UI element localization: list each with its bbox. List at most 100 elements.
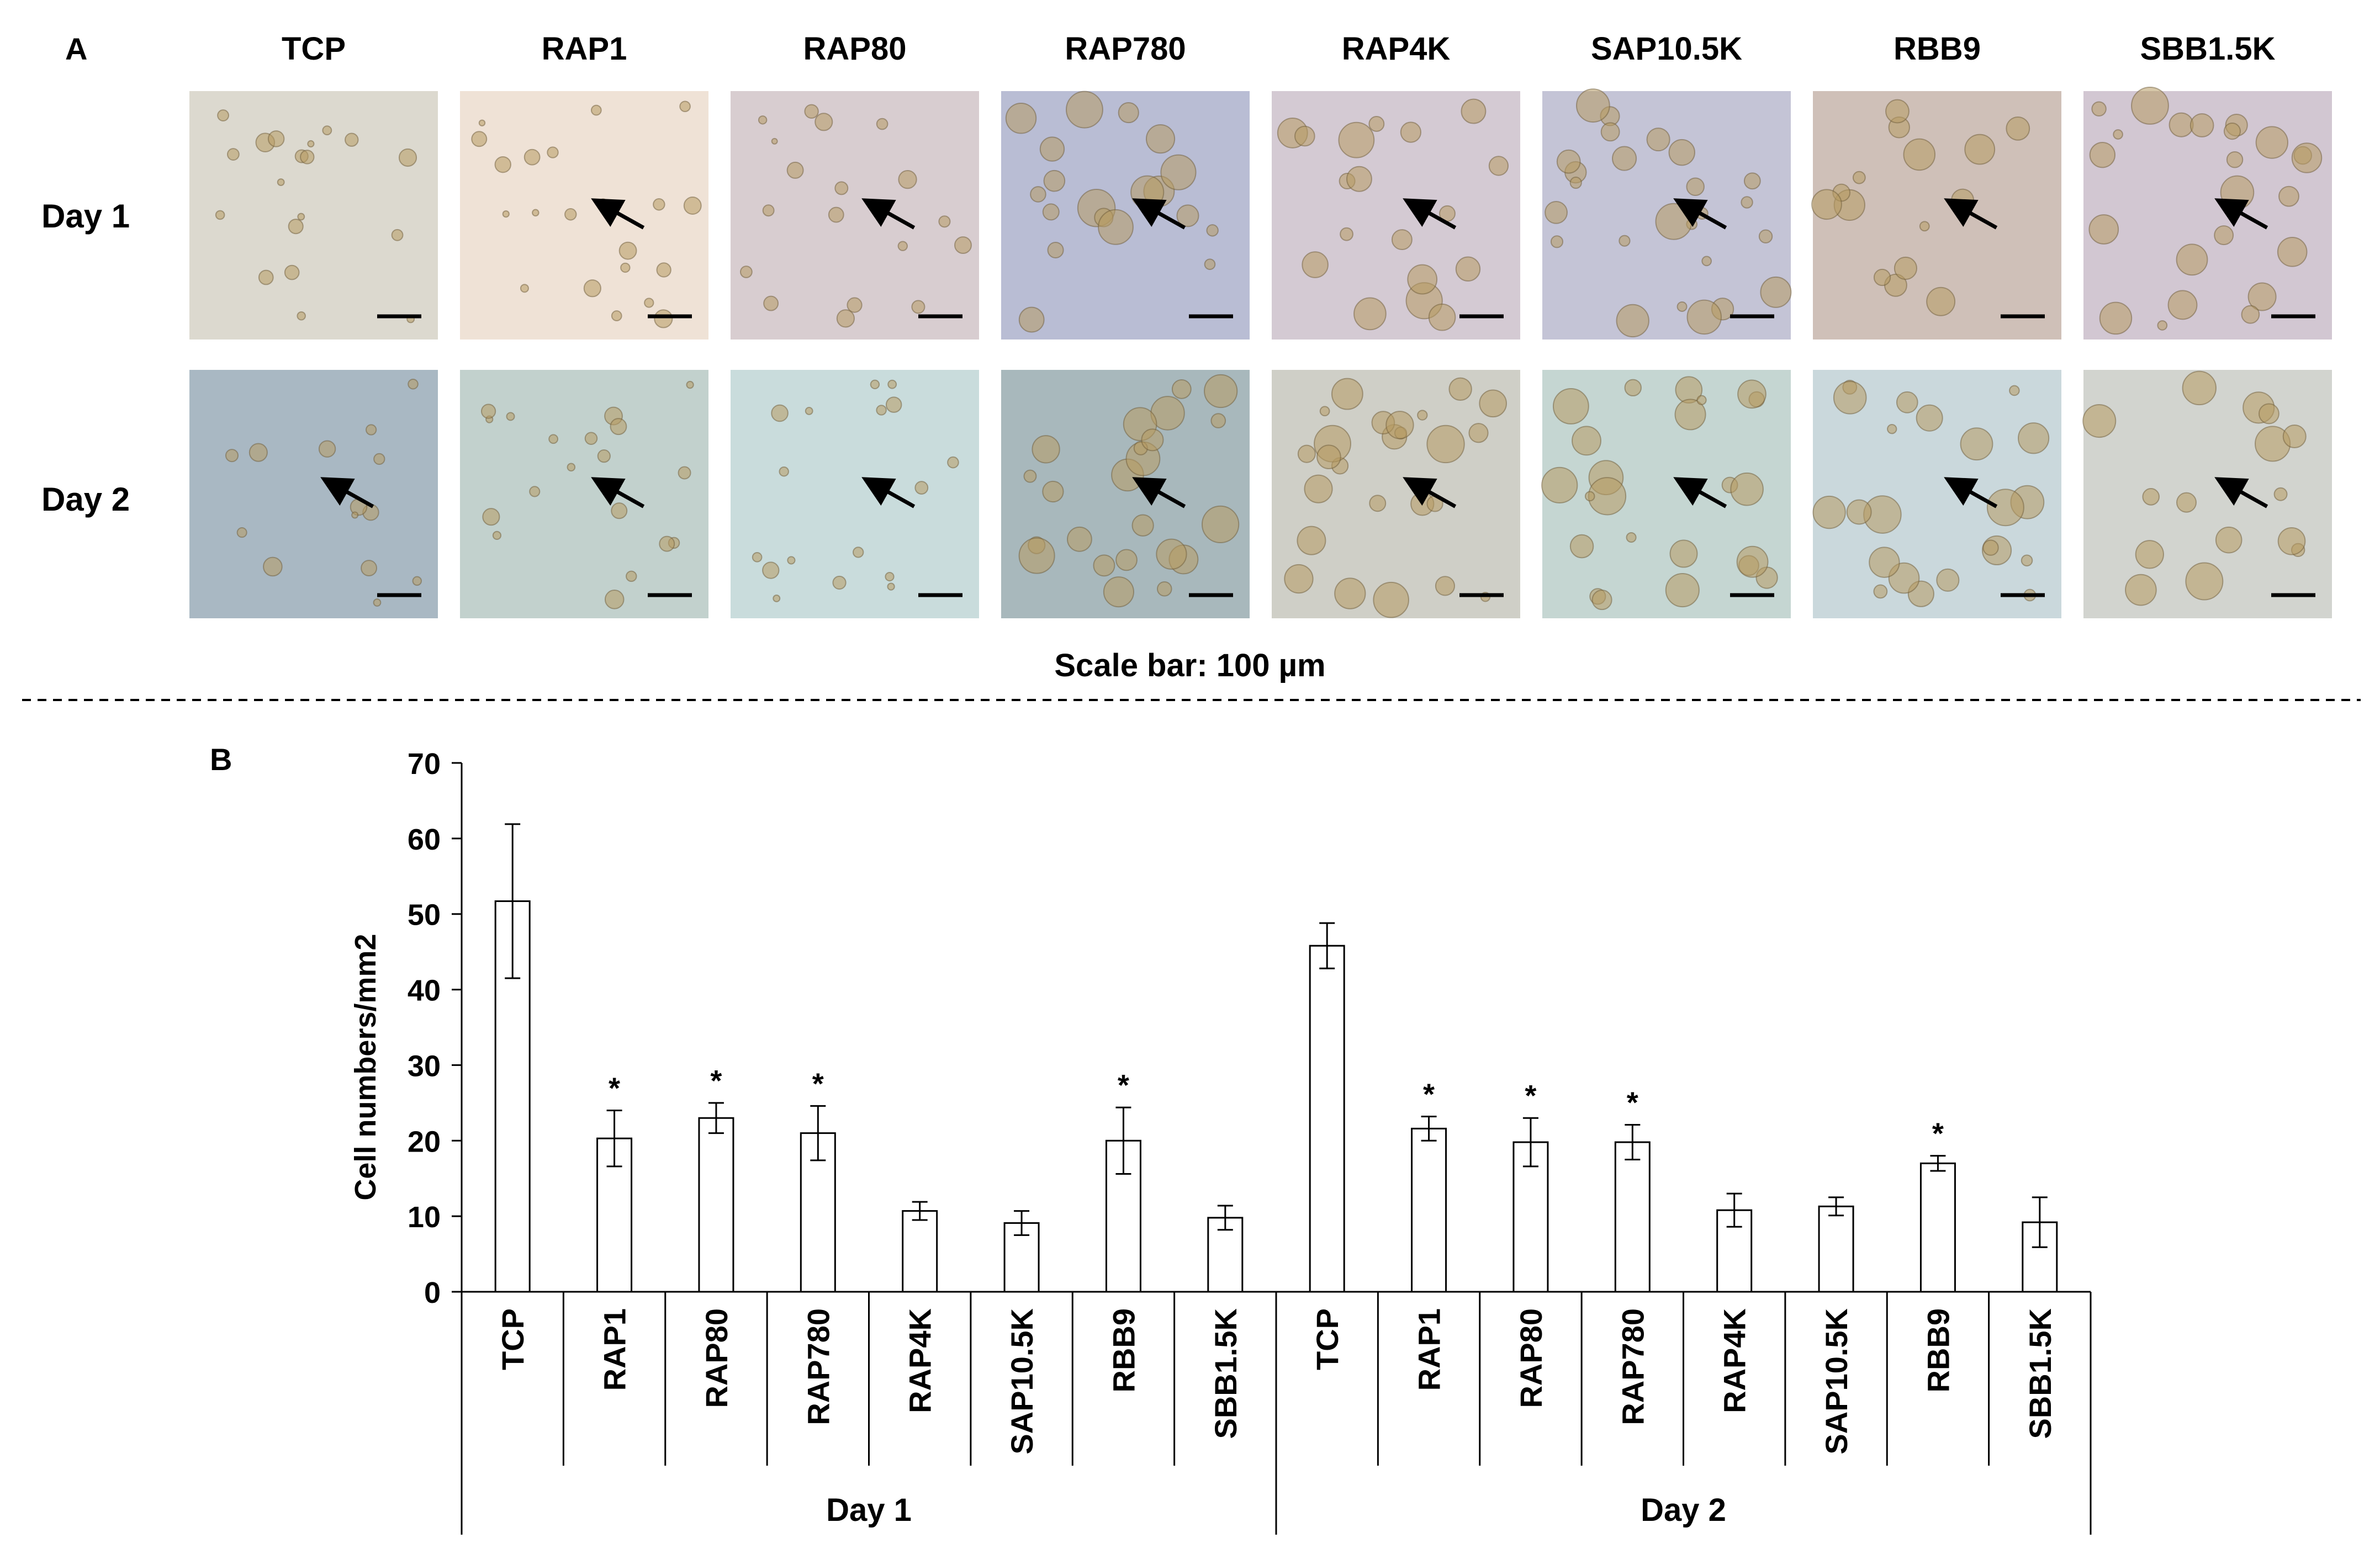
cell-cluster [1156, 538, 1187, 570]
significance-marker: * [1118, 1069, 1129, 1102]
significance-marker: * [1932, 1117, 1944, 1150]
x-tick-label: RAP4K [903, 1308, 938, 1413]
cell-cluster [1204, 258, 1216, 271]
cell-cluster [786, 161, 804, 179]
cell-cluster [828, 206, 844, 223]
cell-cluster [1665, 572, 1700, 608]
cell-cluster [610, 418, 627, 436]
micrograph-background [731, 370, 979, 618]
cell-cluster [1171, 379, 1192, 399]
micrograph-image [731, 91, 979, 340]
cell-cluster [478, 119, 486, 126]
cell-cluster [2009, 385, 2020, 396]
x-tick-label: SBB1.5K [1208, 1308, 1243, 1439]
cell-cluster [502, 210, 510, 218]
cell-cluster [2189, 113, 2214, 137]
cell-cluster [604, 590, 625, 609]
cell-cluster [1407, 264, 1438, 295]
cell-cluster [897, 241, 908, 251]
cell-cluster [471, 131, 488, 147]
cell-cluster [1131, 514, 1154, 537]
cell-cluster [1903, 138, 1936, 171]
x-tick-label: RAP1 [1412, 1308, 1447, 1391]
cell-cluster [480, 404, 496, 419]
cell-cluster [2089, 141, 2116, 168]
cell-cluster [1758, 229, 1773, 243]
y-tick-label: 40 [408, 974, 441, 1007]
cell-cluster [914, 481, 929, 495]
cell-cluster [1426, 425, 1465, 464]
cell-cluster [1964, 134, 1996, 165]
x-tick-label: RAP780 [801, 1308, 835, 1425]
cell-cluster [2169, 112, 2194, 137]
cell-cluster [1488, 156, 1509, 176]
panel-b-label: B [210, 742, 232, 777]
cell-cluster [1340, 227, 1353, 241]
cell-cluster [1686, 299, 1722, 335]
cell-cluster [2258, 403, 2279, 425]
cell-cluster [1986, 489, 2024, 527]
cell-cluster [626, 570, 637, 582]
cell-cluster [1400, 121, 1421, 143]
cell-cluster [373, 453, 385, 465]
cell-cluster [258, 269, 274, 285]
cell-cluster [2142, 488, 2160, 506]
x-tick-label: RAP80 [699, 1308, 734, 1408]
cell-cluster [2082, 404, 2117, 438]
cell-cluster [611, 502, 628, 519]
cell-cluster [345, 132, 359, 147]
cell-cluster [815, 113, 833, 131]
x-tick-label: RAP80 [1514, 1308, 1548, 1408]
cell-cluster [644, 298, 654, 308]
cell-cluster [1204, 374, 1238, 409]
cell-cluster [1373, 581, 1409, 618]
row-label-day1: Day 1 [41, 198, 130, 235]
cell-cluster [763, 295, 779, 311]
column-header: SAP10.5K [1591, 31, 1742, 67]
cell-cluster [832, 575, 847, 590]
cell-cluster [1584, 491, 1595, 502]
group-label: Day 2 [1641, 1492, 1726, 1528]
micrograph-image [2083, 87, 2332, 340]
cell-cluster [752, 551, 763, 563]
cell-cluster [2176, 492, 2197, 513]
cell-cluster [653, 198, 665, 211]
arrow-indicator [1673, 198, 1727, 230]
cell-cluster [1736, 545, 1769, 578]
micrograph-grid [189, 87, 2332, 618]
cell-cluster [2182, 370, 2217, 406]
cell-cluster [2291, 142, 2323, 173]
cell-cluster [836, 309, 855, 328]
arrow-indicator [1132, 198, 1186, 230]
cell-cluster [1118, 102, 1139, 124]
arrow-indicator [591, 198, 645, 230]
micrograph-image [460, 370, 708, 618]
cell-cluster [611, 310, 622, 321]
cell-cluster [2215, 526, 2243, 554]
cell-cluster [1385, 411, 1414, 439]
cell-cluster [2167, 290, 2198, 320]
group-label: Day 1 [826, 1492, 912, 1528]
cell-cluster [351, 511, 359, 519]
cell-cluster [1760, 276, 1792, 308]
cell-cluster [248, 443, 268, 462]
cell-cluster [852, 547, 864, 558]
cell-cluster [564, 208, 577, 221]
cell-cluster [1130, 175, 1165, 209]
cell-cluster [1428, 303, 1456, 331]
cell-cluster [1468, 423, 1489, 443]
cell-cluster [2091, 101, 2107, 117]
cell-cluster [1039, 136, 1065, 162]
cell-cluster [876, 405, 887, 416]
cell-cluster [482, 508, 500, 526]
cell-cluster [1696, 395, 1707, 405]
bar [1919, 1162, 1956, 1293]
panel-a-label: A [65, 31, 87, 66]
scale-bar-note: Scale bar: 100 µm [1054, 648, 1325, 683]
cell-cluster [1435, 576, 1456, 596]
cell-cluster [567, 463, 576, 472]
cell-cluster [1873, 584, 1888, 599]
cell-cluster [620, 262, 631, 273]
bar [698, 1117, 734, 1293]
micrograph-image [1001, 370, 1250, 618]
